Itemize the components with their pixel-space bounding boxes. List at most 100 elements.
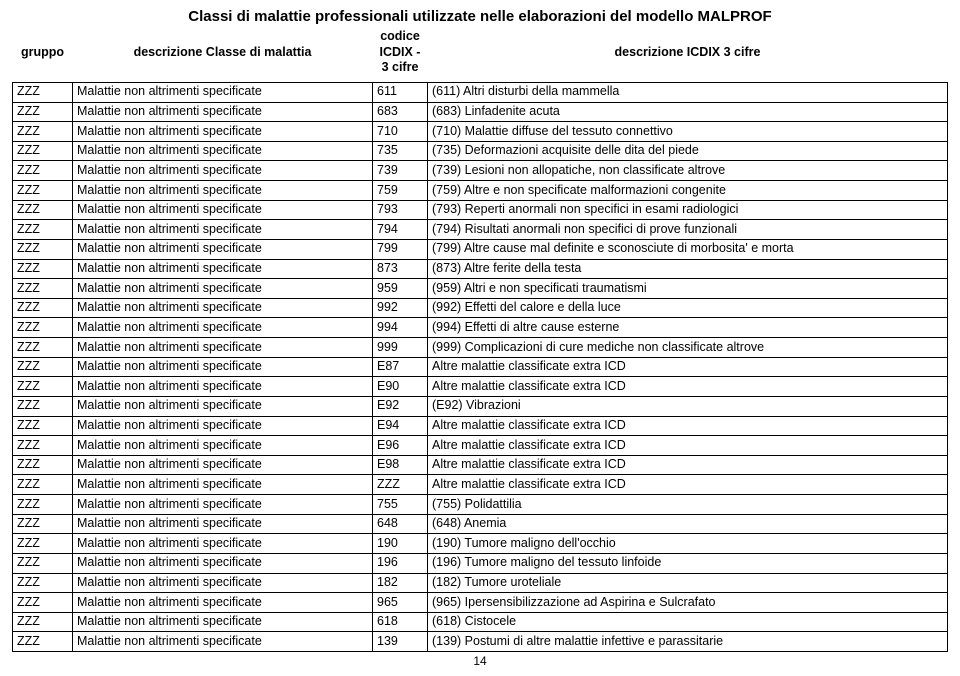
page-title: Classi di malattie professionali utilizz…: [12, 8, 948, 25]
diseases-table: gruppo descrizione Classe di malattia co…: [12, 27, 948, 652]
table-row: ZZZMalattie non altrimenti specificate99…: [13, 318, 948, 338]
cell-gruppo: ZZZ: [13, 573, 73, 593]
cell-codice: 648: [373, 514, 428, 534]
cell-codice: 755: [373, 495, 428, 515]
cell-gruppo: ZZZ: [13, 612, 73, 632]
cell-gruppo: ZZZ: [13, 279, 73, 299]
cell-gruppo: ZZZ: [13, 377, 73, 397]
cell-descrizione: Malattie non altrimenti specificate: [73, 181, 373, 201]
cell-descrizione: Malattie non altrimenti specificate: [73, 220, 373, 240]
cell-desc-icdix: Altre malattie classificate extra ICD: [428, 455, 948, 475]
cell-desc-icdix: (992) Effetti del calore e della luce: [428, 298, 948, 318]
cell-descrizione: Malattie non altrimenti specificate: [73, 298, 373, 318]
cell-codice: 196: [373, 553, 428, 573]
cell-codice: E90: [373, 377, 428, 397]
cell-gruppo: ZZZ: [13, 239, 73, 259]
cell-gruppo: ZZZ: [13, 553, 73, 573]
cell-gruppo: ZZZ: [13, 495, 73, 515]
cell-descrizione: Malattie non altrimenti specificate: [73, 553, 373, 573]
cell-gruppo: ZZZ: [13, 632, 73, 652]
cell-desc-icdix: (873) Altre ferite della testa: [428, 259, 948, 279]
cell-codice: 965: [373, 593, 428, 613]
cell-gruppo: ZZZ: [13, 514, 73, 534]
cell-descrizione: Malattie non altrimenti specificate: [73, 239, 373, 259]
cell-codice: 735: [373, 141, 428, 161]
cell-gruppo: ZZZ: [13, 534, 73, 554]
cell-descrizione: Malattie non altrimenti specificate: [73, 161, 373, 181]
col-descrizione: descrizione Classe di malattia: [73, 27, 373, 82]
table-row: ZZZMalattie non altrimenti specificate61…: [13, 82, 948, 102]
cell-desc-icdix: (755) Polidattilia: [428, 495, 948, 515]
cell-codice: E96: [373, 436, 428, 456]
cell-gruppo: ZZZ: [13, 396, 73, 416]
table-row: ZZZMalattie non altrimenti specificateE8…: [13, 357, 948, 377]
col-gruppo: gruppo: [13, 27, 73, 82]
cell-desc-icdix: (759) Altre e non specificate malformazi…: [428, 181, 948, 201]
cell-codice: 182: [373, 573, 428, 593]
cell-desc-icdix: (710) Malattie diffuse del tessuto conne…: [428, 122, 948, 142]
cell-codice: 710: [373, 122, 428, 142]
table-row: ZZZMalattie non altrimenti specificate73…: [13, 161, 948, 181]
cell-codice: 759: [373, 181, 428, 201]
cell-desc-icdix: (739) Lesioni non allopatiche, non class…: [428, 161, 948, 181]
col-codice: codice ICDIX - 3 cifre: [373, 27, 428, 82]
table-row: ZZZMalattie non altrimenti specificate75…: [13, 495, 948, 515]
cell-desc-icdix: (965) Ipersensibilizzazione ad Aspirina …: [428, 593, 948, 613]
cell-codice: 793: [373, 200, 428, 220]
cell-codice: E98: [373, 455, 428, 475]
cell-desc-icdix: (999) Complicazioni di cure mediche non …: [428, 338, 948, 358]
col-desc-icdix: descrizione ICDIX 3 cifre: [428, 27, 948, 82]
table-row: ZZZMalattie non altrimenti specificate73…: [13, 141, 948, 161]
cell-gruppo: ZZZ: [13, 181, 73, 201]
cell-descrizione: Malattie non altrimenti specificate: [73, 102, 373, 122]
cell-codice: 618: [373, 612, 428, 632]
table-row: ZZZMalattie non altrimenti specificateE9…: [13, 396, 948, 416]
table-row: ZZZMalattie non altrimenti specificate68…: [13, 102, 948, 122]
table-row: ZZZMalattie non altrimenti specificateE9…: [13, 377, 948, 397]
cell-codice: 190: [373, 534, 428, 554]
table-row: ZZZMalattie non altrimenti specificate79…: [13, 239, 948, 259]
cell-descrizione: Malattie non altrimenti specificate: [73, 455, 373, 475]
cell-desc-icdix: (994) Effetti di altre cause esterne: [428, 318, 948, 338]
cell-codice: 611: [373, 82, 428, 102]
cell-gruppo: ZZZ: [13, 593, 73, 613]
cell-gruppo: ZZZ: [13, 161, 73, 181]
cell-desc-icdix: (190) Tumore maligno dell'occhio: [428, 534, 948, 554]
cell-codice: 799: [373, 239, 428, 259]
cell-descrizione: Malattie non altrimenti specificate: [73, 259, 373, 279]
table-row: ZZZMalattie non altrimenti specificate19…: [13, 534, 948, 554]
cell-codice: E92: [373, 396, 428, 416]
cell-gruppo: ZZZ: [13, 357, 73, 377]
cell-desc-icdix: Altre malattie classificate extra ICD: [428, 416, 948, 436]
cell-descrizione: Malattie non altrimenti specificate: [73, 200, 373, 220]
table-row: ZZZMalattie non altrimenti specificateE9…: [13, 436, 948, 456]
cell-descrizione: Malattie non altrimenti specificate: [73, 514, 373, 534]
cell-gruppo: ZZZ: [13, 141, 73, 161]
cell-desc-icdix: (618) Cistocele: [428, 612, 948, 632]
table-row: ZZZMalattie non altrimenti specificate13…: [13, 632, 948, 652]
cell-gruppo: ZZZ: [13, 475, 73, 495]
cell-descrizione: Malattie non altrimenti specificate: [73, 396, 373, 416]
cell-desc-icdix: (799) Altre cause mal definite e sconosc…: [428, 239, 948, 259]
cell-gruppo: ZZZ: [13, 436, 73, 456]
cell-codice: E94: [373, 416, 428, 436]
cell-gruppo: ZZZ: [13, 200, 73, 220]
cell-descrizione: Malattie non altrimenti specificate: [73, 436, 373, 456]
cell-descrizione: Malattie non altrimenti specificate: [73, 593, 373, 613]
cell-descrizione: Malattie non altrimenti specificate: [73, 612, 373, 632]
cell-descrizione: Malattie non altrimenti specificate: [73, 495, 373, 515]
cell-desc-icdix: (139) Postumi di altre malattie infettiv…: [428, 632, 948, 652]
cell-desc-icdix: (196) Tumore maligno del tessuto linfoid…: [428, 553, 948, 573]
cell-gruppo: ZZZ: [13, 416, 73, 436]
table-row: ZZZMalattie non altrimenti specificate87…: [13, 259, 948, 279]
cell-codice: 994: [373, 318, 428, 338]
cell-codice: 992: [373, 298, 428, 318]
cell-gruppo: ZZZ: [13, 298, 73, 318]
cell-codice: 794: [373, 220, 428, 240]
cell-descrizione: Malattie non altrimenti specificate: [73, 357, 373, 377]
table-row: ZZZMalattie non altrimenti specificateE9…: [13, 455, 948, 475]
table-row: ZZZMalattie non altrimenti specificate96…: [13, 593, 948, 613]
cell-descrizione: Malattie non altrimenti specificate: [73, 534, 373, 554]
table-row: ZZZMalattie non altrimenti specificate75…: [13, 181, 948, 201]
cell-codice: 683: [373, 102, 428, 122]
